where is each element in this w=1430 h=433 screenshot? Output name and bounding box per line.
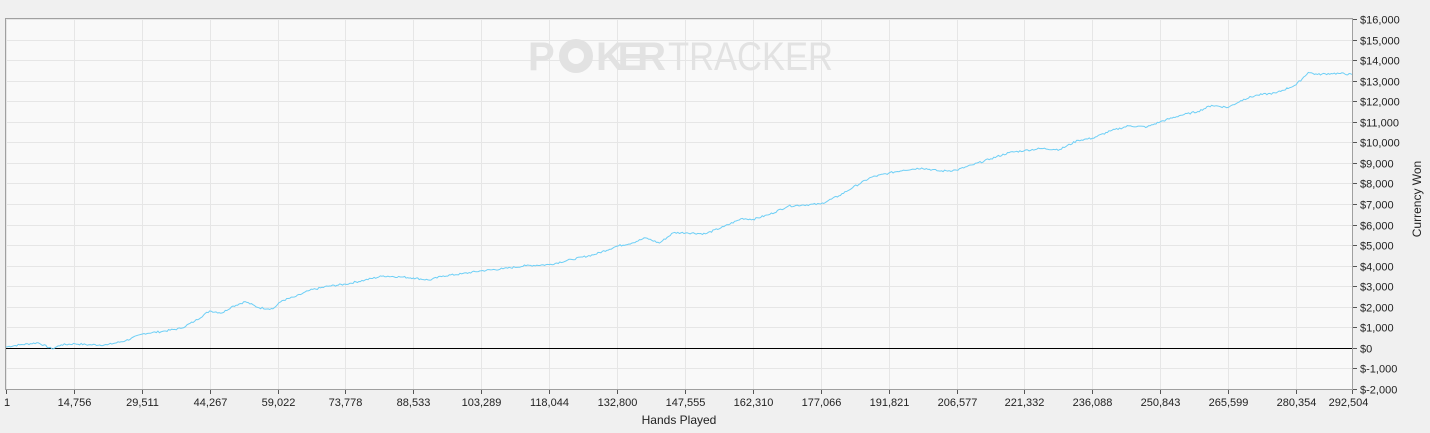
y-tick-label: $14,000 xyxy=(1360,56,1400,68)
x-tick-label: 1 xyxy=(4,397,10,409)
y-tick-label: $6,000 xyxy=(1360,221,1394,233)
x-tick-label: 221,332 xyxy=(1005,397,1045,409)
y-axis-title: Currency Won xyxy=(1410,161,1424,237)
y-tick-label: $2,000 xyxy=(1360,303,1394,315)
y-tick-label: $-1,000 xyxy=(1360,364,1397,376)
x-axis: 1 14,756 29,511 44,267 59,022 73,778 88,533 103… xyxy=(4,390,1368,409)
y-tick-label: $15,000 xyxy=(1360,36,1400,48)
x-tick-label: 236,088 xyxy=(1073,397,1113,409)
grid-lines xyxy=(6,19,1353,390)
x-tick-label: 250,843 xyxy=(1141,397,1181,409)
x-tick-label: 73,778 xyxy=(329,397,363,409)
x-axis-title: Hands Played xyxy=(642,413,717,427)
y-tick-label: $12,000 xyxy=(1360,97,1400,109)
watermark-text-left: P xyxy=(528,35,555,79)
x-tick-label: 265,599 xyxy=(1209,397,1249,409)
y-tick-label: $13,000 xyxy=(1360,77,1400,89)
y-axis: $16,000 $15,000 $14,000 $13,000 $12,000 $11,0… xyxy=(1353,15,1400,397)
y-tick-label: $4,000 xyxy=(1360,262,1394,274)
chip-inner xyxy=(568,48,584,64)
y-tick-label: $8,000 xyxy=(1360,179,1394,191)
y-tick-label: $10,000 xyxy=(1360,138,1400,150)
watermark-text-mid: KER xyxy=(596,35,666,79)
y-tick-label: $5,000 xyxy=(1360,241,1394,253)
y-tick-label: $3,000 xyxy=(1360,282,1394,294)
x-tick-label: 59,022 xyxy=(262,397,296,409)
x-tick-label: 132,800 xyxy=(598,397,638,409)
x-tick-label: 280,354 xyxy=(1277,397,1317,409)
x-tick-label: 177,066 xyxy=(802,397,842,409)
poker-tracker-watermark: P KER TRACKER xyxy=(528,35,833,79)
y-tick-label: $9,000 xyxy=(1360,159,1394,171)
x-tick-label: 88,533 xyxy=(397,397,431,409)
y-tick-label: $-2,000 xyxy=(1360,385,1397,397)
y-tick-label: $7,000 xyxy=(1360,200,1394,212)
y-tick-label: $1,000 xyxy=(1360,323,1394,335)
plot-frame xyxy=(5,18,1353,390)
x-tick-label: 191,821 xyxy=(870,397,910,409)
y-tick-label: $11,000 xyxy=(1360,118,1399,130)
x-tick-label: 162,310 xyxy=(734,397,774,409)
series-line-currency-won xyxy=(5,71,1353,350)
x-tick-label: 103,289 xyxy=(462,397,502,409)
x-tick-label: 14,756 xyxy=(58,397,92,409)
x-tick-label: 147,555 xyxy=(666,397,706,409)
x-tick-label: 118,044 xyxy=(530,397,569,409)
x-tick-label: 206,577 xyxy=(938,397,978,409)
y-tick-label: $0 xyxy=(1360,344,1372,356)
watermark-text-right: TRACKER xyxy=(668,35,833,79)
x-tick-label: 29,511 xyxy=(126,397,159,409)
y-tick-label: $16,000 xyxy=(1360,15,1400,27)
x-tick-label: 292,504 xyxy=(1329,397,1369,409)
poker-chip-icon xyxy=(559,39,593,73)
x-tick-label: 44,267 xyxy=(194,397,228,409)
